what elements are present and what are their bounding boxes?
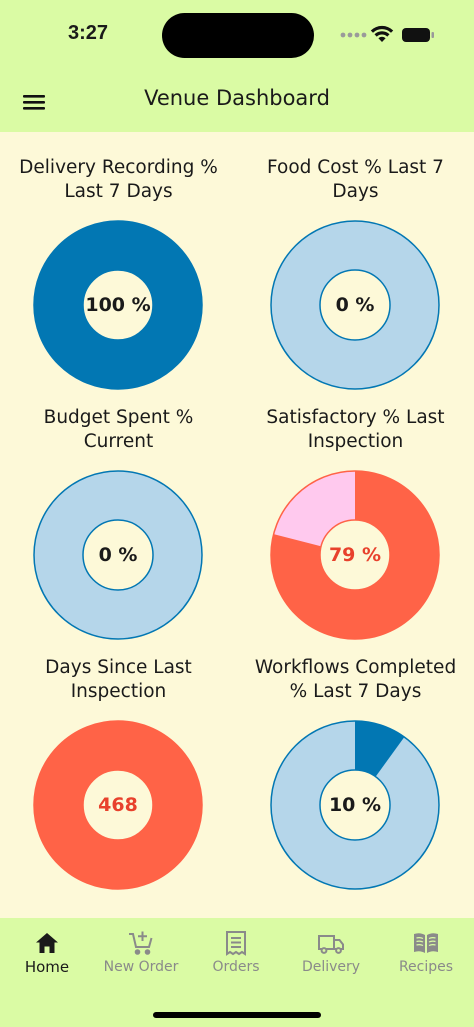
status-time: 3:27: [67, 22, 109, 44]
tab-label: Recipes: [398, 959, 454, 975]
donut-hole: [82, 269, 154, 341]
tab-delivery[interactable]: Delivery: [284, 918, 378, 988]
donut-chart: [270, 470, 440, 640]
home-indicator: [153, 1012, 321, 1018]
tile-satisfactory-inspection[interactable]: Satisfactory % Last Inspection 79 %: [237, 406, 474, 656]
tile-days-since-inspection[interactable]: Days Since Last Inspection 468: [0, 656, 237, 906]
donut-value: 79 %: [328, 544, 382, 566]
donut-chart: [33, 220, 203, 390]
tile-budget-spent[interactable]: Budget Spent % Current 0 %: [0, 406, 237, 656]
dynamic-island: [162, 13, 314, 58]
tab-recipes[interactable]: Recipes: [379, 918, 473, 988]
tile-delivery-recording[interactable]: Delivery Recording % Last 7 Days 100 %: [0, 156, 237, 406]
tile-title: Food Cost % Last 7 Days: [267, 157, 444, 202]
tab-home[interactable]: Home: [0, 918, 94, 988]
top-app-bar: 3:27 Venue Dashboard: [0, 0, 474, 132]
battery-icon: [402, 28, 434, 42]
donut-hole: [82, 519, 154, 591]
donut-hole: [319, 519, 391, 591]
book-icon: [414, 933, 438, 953]
donut-value: 100 %: [85, 294, 151, 316]
tile-title: Budget Spent % Current: [43, 407, 194, 452]
tile-title: Workflows Completed % Last 7 Days: [254, 657, 457, 702]
donut-value: 10 %: [328, 794, 382, 816]
signal-icon: [340, 32, 367, 38]
tile-title: Satisfactory % Last Inspection: [266, 407, 445, 452]
donut-hole: [82, 769, 154, 841]
tab-label: Orders: [212, 959, 260, 975]
tab-label: Delivery: [301, 959, 361, 975]
donut-hole: [319, 769, 391, 841]
donut-chart: [33, 720, 203, 890]
donut-chart: [33, 470, 203, 640]
bottom-tab-bar: Home New Order Orders Delivery Recipes: [0, 918, 474, 1027]
receipt-icon: [226, 931, 246, 956]
truck-icon: [318, 935, 344, 954]
tab-label: New Order: [103, 959, 179, 975]
donut-hole: [319, 269, 391, 341]
donut-value: 0 %: [335, 294, 375, 316]
donut-value: 0 %: [98, 544, 138, 566]
status-icons: [340, 25, 434, 42]
wifi-icon: [370, 25, 394, 42]
page-title: Venue Dashboard: [144, 86, 330, 110]
tile-food-cost[interactable]: Food Cost % Last 7 Days 0 %: [237, 156, 474, 406]
tab-label: Home: [24, 958, 70, 976]
tile-title: Days Since Last Inspection: [45, 657, 192, 702]
donut-chart: [270, 720, 440, 890]
cart-add-icon: [129, 931, 153, 955]
donut-value: 468: [98, 794, 138, 816]
tile-title: Delivery Recording % Last 7 Days: [19, 157, 218, 202]
tile-workflows-completed[interactable]: Workflows Completed % Last 7 Days 10 %: [237, 656, 474, 906]
donut-chart: [270, 220, 440, 390]
home-icon: [36, 933, 58, 953]
menu-button[interactable]: [19, 89, 49, 115]
hamburger-icon: [23, 95, 45, 110]
tab-orders[interactable]: Orders: [189, 918, 283, 988]
tab-new-order[interactable]: New Order: [94, 918, 188, 988]
